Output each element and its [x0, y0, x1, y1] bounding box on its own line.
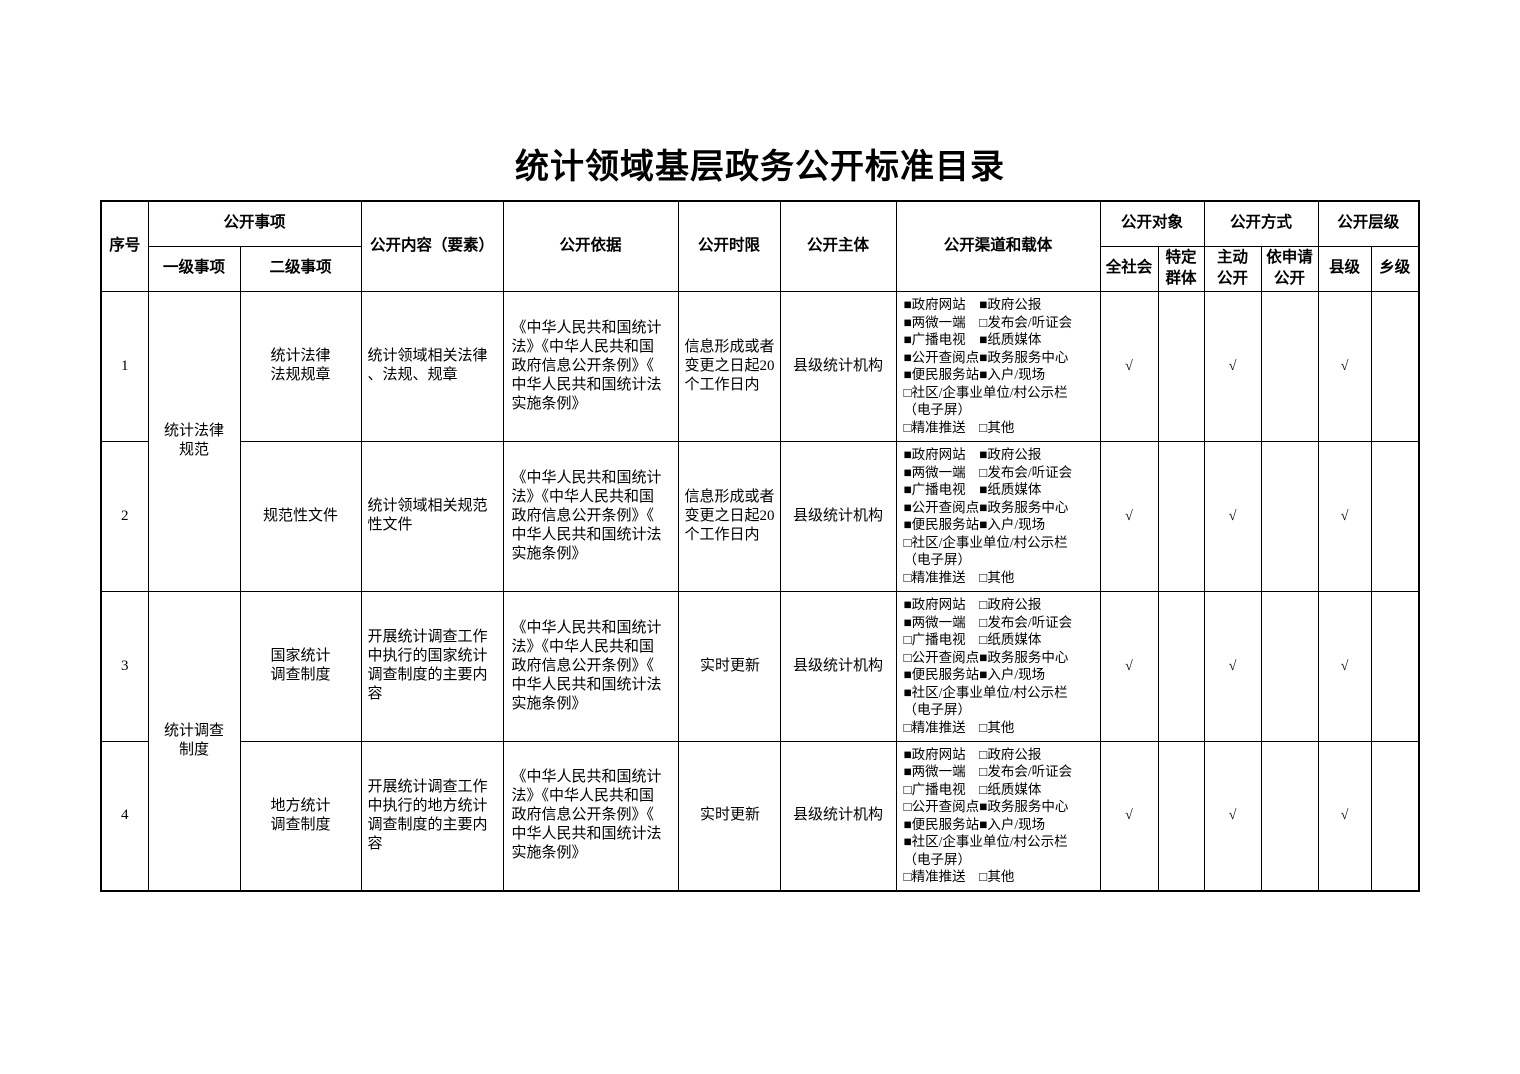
- cell-check-level-county: √: [1317, 590, 1372, 742]
- cell-time-limit: 实时更新: [677, 740, 781, 892]
- cell-check-level-township: [1370, 590, 1420, 742]
- cell-check-level-township: [1370, 290, 1420, 442]
- header-level: 公开层级: [1317, 200, 1420, 247]
- cell-content: 开展统计调查工作 中执行的国家统计 调查制度的主要内 容: [360, 590, 504, 742]
- cell-channels: ■政府网站 □政府公报 ■两微一端 □发布会/听证会 □广播电视 □纸质媒体 □…: [895, 590, 1101, 742]
- cell-check-method-request: [1260, 290, 1319, 442]
- cell-content: 统计领域相关法律 、法规、规章: [360, 290, 504, 442]
- cell-check-target-all: √: [1099, 590, 1159, 742]
- cell-level2: 规范性文件: [239, 440, 362, 592]
- cell-subject: 县级统计机构: [779, 290, 897, 442]
- cell-check-target-specific: [1157, 590, 1205, 742]
- header-matters-level2: 二级事项: [239, 245, 362, 292]
- header-matters: 公开事项: [147, 200, 362, 247]
- header-method-request: 依申请 公开: [1260, 245, 1319, 292]
- cell-basis: 《中华人民共和国统计 法》《中华人民共和国 政府信息公开条例》《 中华人民共和国…: [502, 740, 679, 892]
- cell-check-level-township: [1370, 440, 1420, 592]
- cell-subject: 县级统计机构: [779, 740, 897, 892]
- header-seq: 序号: [100, 200, 149, 292]
- cell-level1-group: 统计调查 制度: [147, 590, 241, 892]
- cell-check-target-all: √: [1099, 740, 1159, 892]
- cell-check-method-active: √: [1203, 590, 1262, 742]
- cell-subject: 县级统计机构: [779, 590, 897, 742]
- header-method-active: 主动 公开: [1203, 245, 1262, 292]
- header-target: 公开对象: [1099, 200, 1205, 247]
- catalog-table: 序号 公开事项 公开内容（要素） 公开依据 公开时限 公开主体 公开渠道和载体 …: [100, 200, 1421, 892]
- header-matters-level1: 一级事项: [147, 245, 241, 292]
- document-title: 统计领域基层政务公开标准目录: [515, 149, 1005, 186]
- cell-channels: ■政府网站 ■政府公报 ■两微一端 □发布会/听证会 ■广播电视 ■纸质媒体 ■…: [895, 290, 1101, 442]
- table-row: 2 规范性文件 统计领域相关规范 性文件 《中华人民共和国统计 法》《中华人民共…: [100, 440, 1420, 592]
- cell-check-target-all: √: [1099, 440, 1159, 592]
- cell-check-level-township: [1370, 740, 1420, 892]
- cell-subject: 县级统计机构: [779, 440, 897, 592]
- header-content: 公开内容（要素）: [360, 200, 504, 292]
- cell-channels: ■政府网站 ■政府公报 ■两微一端 □发布会/听证会 ■广播电视 ■纸质媒体 ■…: [895, 440, 1101, 592]
- table-row: 1 统计法律 规范 统计法律 法规规章 统计领域相关法律 、法规、规章 《中华人…: [100, 290, 1420, 592]
- cell-level2: 地方统计 调查制度: [239, 740, 362, 892]
- header-method: 公开方式: [1203, 200, 1319, 247]
- header-target-specific: 特定 群体: [1157, 245, 1205, 292]
- cell-check-level-county: √: [1317, 440, 1372, 592]
- cell-channels: ■政府网站 □政府公报 ■两微一端 □发布会/听证会 □广播电视 □纸质媒体 □…: [895, 740, 1101, 892]
- cell-basis: 《中华人民共和国统计 法》《中华人民共和国 政府信息公开条例》《 中华人民共和国…: [502, 290, 679, 442]
- cell-basis: 《中华人民共和国统计 法》《中华人民共和国 政府信息公开条例》《 中华人民共和国…: [502, 590, 679, 742]
- cell-content: 统计领域相关规范 性文件: [360, 440, 504, 592]
- cell-check-method-request: [1260, 590, 1319, 742]
- table-row: 4 地方统计 调查制度 开展统计调查工作 中执行的地方统计 调查制度的主要内 容…: [100, 740, 1420, 892]
- cell-check-target-specific: [1157, 440, 1205, 592]
- cell-check-method-request: [1260, 440, 1319, 592]
- cell-check-target-all: √: [1099, 290, 1159, 442]
- header-basis: 公开依据: [502, 200, 679, 292]
- cell-seq: 3: [100, 590, 149, 742]
- header-level-township: 乡级: [1370, 245, 1420, 292]
- cell-content: 开展统计调查工作 中执行的地方统计 调查制度的主要内 容: [360, 740, 504, 892]
- cell-time-limit: 信息形成或者 变更之日起20 个工作日内: [677, 440, 781, 592]
- table-header: 序号 公开事项 公开内容（要素） 公开依据 公开时限 公开主体 公开渠道和载体 …: [100, 200, 1420, 292]
- cell-level2: 国家统计 调查制度: [239, 590, 362, 742]
- cell-check-target-specific: [1157, 740, 1205, 892]
- header-time-limit: 公开时限: [677, 200, 781, 292]
- cell-seq: 1: [100, 290, 149, 442]
- cell-level2: 统计法律 法规规章: [239, 290, 362, 442]
- header-subject: 公开主体: [779, 200, 897, 292]
- cell-check-level-county: √: [1317, 740, 1372, 892]
- cell-check-method-active: √: [1203, 740, 1262, 892]
- header-channels: 公开渠道和载体: [895, 200, 1101, 292]
- cell-level1-group: 统计法律 规范: [147, 290, 241, 592]
- cell-seq: 4: [100, 740, 149, 892]
- cell-check-method-active: √: [1203, 290, 1262, 442]
- cell-time-limit: 实时更新: [677, 590, 781, 742]
- cell-check-method-request: [1260, 740, 1319, 892]
- header-target-all: 全社会: [1099, 245, 1159, 292]
- cell-seq: 2: [100, 440, 149, 592]
- cell-check-method-active: √: [1203, 440, 1262, 592]
- cell-basis: 《中华人民共和国统计 法》《中华人民共和国 政府信息公开条例》《 中华人民共和国…: [502, 440, 679, 592]
- table-row: 3 统计调查 制度 国家统计 调查制度 开展统计调查工作 中执行的国家统计 调查…: [100, 590, 1420, 892]
- cell-check-target-specific: [1157, 290, 1205, 442]
- cell-check-level-county: √: [1317, 290, 1372, 442]
- cell-time-limit: 信息形成或者 变更之日起20 个工作日内: [677, 290, 781, 442]
- header-level-county: 县级: [1317, 245, 1372, 292]
